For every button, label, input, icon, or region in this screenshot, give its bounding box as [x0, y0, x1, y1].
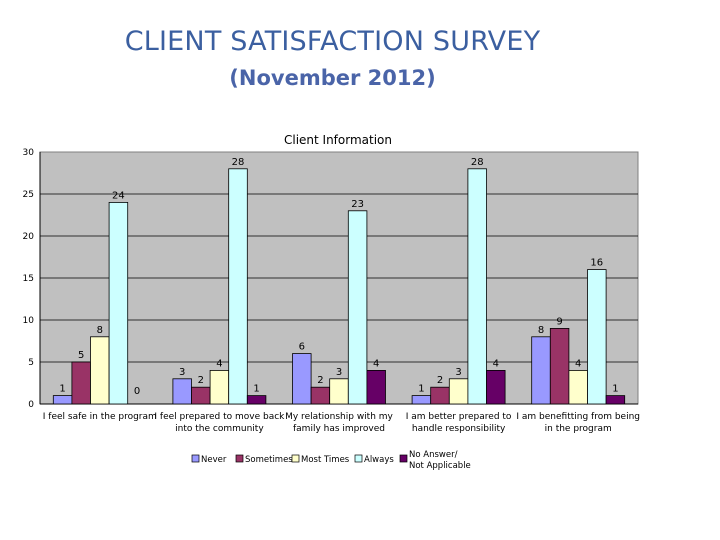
bar: [108, 201, 129, 405]
category-label: I feel safe in the program: [43, 412, 157, 422]
category-label: family has improved: [293, 424, 385, 434]
bar: [587, 269, 607, 405]
y-tick-label: 5: [28, 358, 34, 368]
data-label: 4: [216, 358, 222, 369]
category-label: I am better prepared to: [406, 412, 512, 422]
category-label: I feel prepared to move back: [154, 412, 285, 422]
y-tick-label: 25: [23, 190, 34, 200]
data-label: 8: [538, 325, 544, 336]
data-label: 2: [437, 375, 443, 386]
bar: [52, 395, 73, 405]
category-label: into the community: [175, 424, 264, 434]
bar: [411, 395, 432, 405]
y-tick-label: 10: [23, 316, 35, 326]
legend-swatch: [399, 454, 408, 463]
y-tick-label: 30: [23, 148, 35, 158]
category-label: in the program: [545, 424, 612, 434]
bar: [209, 369, 230, 405]
bar: [568, 369, 588, 405]
legend-label: Sometimes: [245, 455, 293, 465]
data-label: 4: [373, 358, 379, 369]
bar: [605, 395, 626, 405]
legend-swatch: [235, 454, 244, 463]
data-label: 5: [78, 350, 84, 361]
data-label: 28: [471, 157, 484, 168]
data-label: 16: [590, 258, 603, 269]
legend-swatch: [354, 454, 363, 463]
data-label: 3: [455, 367, 461, 378]
data-label: 4: [575, 358, 581, 369]
data-label: 2: [198, 375, 204, 386]
y-tick-label: 0: [28, 400, 34, 410]
data-label: 1: [612, 384, 618, 395]
bar: [246, 395, 267, 405]
page-subtitle: (November 2012): [229, 66, 436, 90]
bar: [310, 386, 331, 405]
bar: [292, 353, 312, 405]
data-label: 6: [299, 342, 305, 353]
legend-label: Always: [364, 455, 394, 465]
bar: [347, 210, 368, 405]
legend-label: No Answer/: [409, 450, 458, 460]
data-label: 24: [112, 190, 125, 201]
bar: [531, 336, 551, 405]
data-label: 28: [232, 157, 245, 168]
legend-swatch: [291, 454, 300, 463]
bar: [448, 378, 469, 405]
page-title: CLIENT SATISFACTION SURVEY: [124, 26, 541, 57]
legend-box: [185, 448, 475, 474]
data-label: 3: [336, 367, 342, 378]
data-label: 4: [493, 358, 499, 369]
data-label: 8: [97, 325, 103, 336]
bar: [366, 369, 386, 405]
legend-label: Most Times: [301, 455, 350, 465]
category-label: I am benefitting from being: [516, 412, 640, 422]
bar: [486, 369, 506, 405]
legend-label: Not Applicable: [409, 461, 471, 471]
data-label: 1: [253, 384, 259, 395]
y-tick-label: 20: [23, 232, 35, 242]
chart-title: Client Information: [284, 133, 392, 147]
data-label: 0: [134, 386, 140, 397]
bar: [430, 386, 450, 405]
data-label: 2: [317, 375, 323, 386]
bar: [228, 168, 248, 405]
data-label: 3: [179, 367, 185, 378]
data-label: 9: [556, 316, 562, 327]
bar: [71, 361, 91, 405]
category-label: My relationship with my: [285, 412, 393, 422]
bar: [191, 386, 211, 405]
data-label: 1: [418, 384, 424, 395]
legend-label: Never: [201, 455, 227, 465]
legend-swatch: [191, 454, 200, 463]
bar: [549, 327, 570, 405]
bar: [172, 378, 192, 405]
y-tick-label: 15: [23, 274, 34, 284]
data-label: 1: [59, 384, 65, 395]
bar: [329, 378, 349, 405]
bar: [467, 168, 487, 405]
data-label: 23: [351, 199, 364, 210]
category-label: handle responsibility: [412, 424, 506, 434]
bar: [90, 336, 110, 405]
